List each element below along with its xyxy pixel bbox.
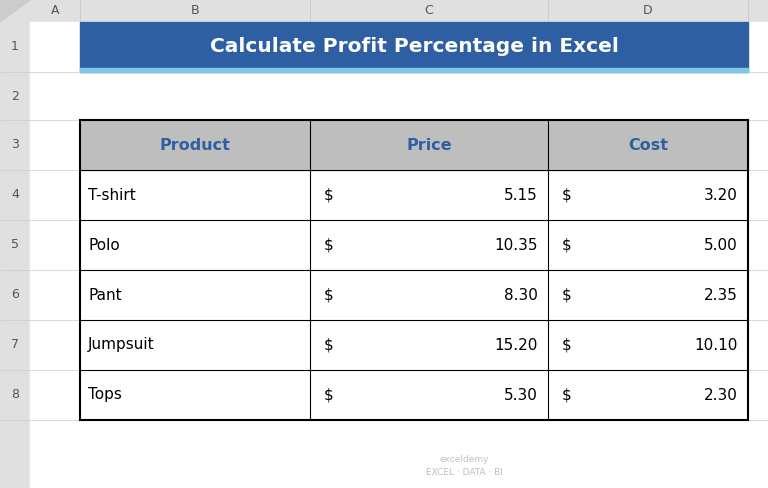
Text: 3: 3: [11, 139, 19, 151]
Text: exceldemy
EXCEL · DATA · BI: exceldemy EXCEL · DATA · BI: [425, 455, 502, 477]
Text: $: $: [324, 238, 334, 252]
Polygon shape: [0, 0, 30, 22]
Text: Price: Price: [406, 138, 452, 152]
Text: 2.30: 2.30: [704, 387, 738, 403]
Bar: [80, 120, 310, 170]
Text: 10.10: 10.10: [694, 338, 738, 352]
Text: 8.30: 8.30: [504, 287, 538, 303]
Text: $: $: [324, 338, 334, 352]
Bar: [80, 68, 748, 72]
Text: 5.30: 5.30: [504, 387, 538, 403]
Text: Calculate Profit Percentage in Excel: Calculate Profit Percentage in Excel: [210, 38, 618, 57]
Text: 2.35: 2.35: [704, 287, 738, 303]
Text: $: $: [562, 187, 571, 203]
Text: $: $: [562, 387, 571, 403]
Text: Tops: Tops: [88, 387, 122, 403]
Text: Product: Product: [160, 138, 230, 152]
Text: D: D: [643, 4, 653, 18]
Text: $: $: [562, 238, 571, 252]
Text: T-shirt: T-shirt: [88, 187, 136, 203]
Text: 4: 4: [11, 188, 19, 202]
Bar: [0, 0, 30, 488]
Text: $: $: [324, 387, 334, 403]
Text: Pant: Pant: [88, 287, 121, 303]
Text: 5: 5: [11, 239, 19, 251]
Text: $: $: [324, 287, 334, 303]
Text: 7: 7: [11, 339, 19, 351]
Text: A: A: [51, 4, 59, 18]
Text: 6: 6: [11, 288, 19, 302]
Text: $: $: [562, 338, 571, 352]
Text: 5.15: 5.15: [505, 187, 538, 203]
Text: 1: 1: [11, 41, 19, 54]
Text: $: $: [562, 287, 571, 303]
Text: B: B: [190, 4, 200, 18]
Bar: [80, 22, 748, 72]
Bar: [310, 120, 548, 170]
Bar: [548, 120, 748, 170]
Text: 15.20: 15.20: [495, 338, 538, 352]
Text: 3.20: 3.20: [704, 187, 738, 203]
Text: 8: 8: [11, 388, 19, 402]
Text: Cost: Cost: [628, 138, 668, 152]
Text: Jumpsuit: Jumpsuit: [88, 338, 154, 352]
Text: 2: 2: [11, 89, 19, 102]
Text: 5.00: 5.00: [704, 238, 738, 252]
Text: $: $: [324, 187, 334, 203]
Text: 10.35: 10.35: [495, 238, 538, 252]
Text: Polo: Polo: [88, 238, 120, 252]
Text: C: C: [425, 4, 433, 18]
Bar: [0, 0, 768, 22]
